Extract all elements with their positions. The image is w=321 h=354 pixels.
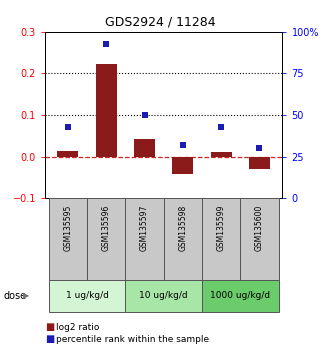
Point [180, 142, 186, 148]
Text: log2 ratio: log2 ratio [56, 323, 100, 332]
Bar [57, 151, 78, 156]
Bar [126, 280, 202, 312]
Bar [49, 198, 87, 280]
Bar [240, 198, 279, 280]
Text: 10 ug/kg/d: 10 ug/kg/d [139, 291, 188, 300]
Text: GSM135600: GSM135600 [255, 205, 264, 251]
Text: 1 ug/kg/d: 1 ug/kg/d [66, 291, 108, 300]
Text: ▶: ▶ [23, 291, 30, 300]
Text: GSM135598: GSM135598 [178, 205, 187, 251]
Text: GSM135595: GSM135595 [64, 205, 73, 251]
Text: dose: dose [3, 291, 26, 301]
Text: GSM135599: GSM135599 [217, 205, 226, 251]
Text: ■: ■ [45, 334, 54, 344]
Bar [126, 198, 164, 280]
Bar [202, 198, 240, 280]
Text: percentile rank within the sample: percentile rank within the sample [56, 335, 209, 344]
Point [104, 41, 109, 46]
Text: GDS2924 / 11284: GDS2924 / 11284 [105, 16, 216, 29]
Text: GSM135597: GSM135597 [140, 205, 149, 251]
Bar [172, 156, 194, 174]
Bar [134, 139, 155, 156]
Bar [87, 198, 126, 280]
Point [219, 124, 224, 130]
Bar [96, 64, 117, 156]
Bar [211, 153, 232, 156]
Point [257, 145, 262, 151]
Text: 1000 ug/kg/d: 1000 ug/kg/d [210, 291, 270, 300]
Text: ■: ■ [45, 322, 54, 332]
Bar [249, 156, 270, 169]
Bar [202, 280, 279, 312]
Bar [164, 198, 202, 280]
Text: GSM135596: GSM135596 [102, 205, 111, 251]
Point [65, 124, 71, 130]
Point [142, 112, 147, 118]
Bar [49, 280, 126, 312]
